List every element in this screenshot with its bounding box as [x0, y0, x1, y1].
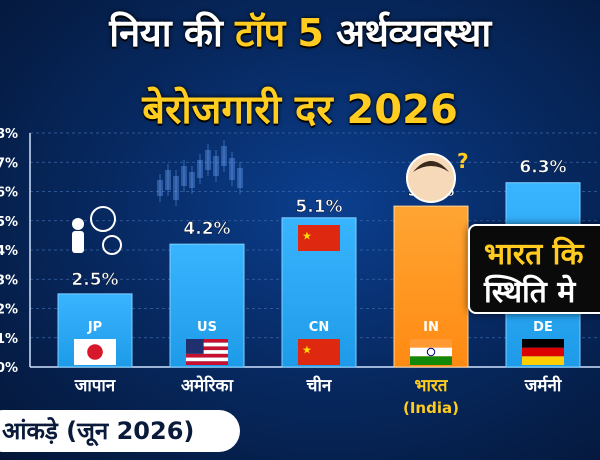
- data-label: 6.3%: [519, 158, 566, 178]
- y-tick-label: 0%: [0, 361, 18, 376]
- candlestick-body: [197, 160, 203, 178]
- candlestick-body: [205, 150, 211, 170]
- usa-flag: [186, 339, 228, 365]
- country-code: CN: [309, 320, 329, 335]
- x-tick-label: चीन: [306, 375, 332, 396]
- data-label: 2.5%: [71, 270, 118, 290]
- svg-text:★: ★: [302, 229, 312, 242]
- question-mark-icon: ?: [457, 149, 469, 173]
- candlestick-body: [157, 180, 163, 196]
- candlestick-body: [173, 176, 179, 200]
- x-tick-label: अमेरिका: [181, 375, 234, 396]
- candlestick-body: [221, 146, 227, 166]
- data-label: 5.1%: [295, 197, 342, 217]
- callout-line1: भारत कि: [484, 237, 584, 272]
- highlight-sublabel: (India): [403, 399, 459, 417]
- data-label: 4.2%: [183, 219, 230, 239]
- y-tick-label: 3%: [0, 273, 18, 288]
- y-tick-label: 7%: [0, 156, 18, 171]
- job-seeker-icon: [72, 218, 84, 230]
- y-tick-label: 8%: [0, 127, 18, 142]
- country-code: JP: [87, 320, 102, 335]
- y-tick-label: 6%: [0, 186, 18, 201]
- x-tick-label: जापान: [74, 376, 116, 396]
- y-tick-label: 1%: [0, 332, 18, 347]
- country-code: DE: [533, 320, 553, 335]
- x-tick-label: भारत: [415, 376, 449, 396]
- callout-line2: स्थिति मे: [484, 275, 576, 310]
- job-seeker-body: [72, 231, 84, 253]
- india-callout-box: भारत कि स्थिति मे: [468, 224, 600, 314]
- japan-flag: [74, 339, 116, 365]
- search-person-icon: [102, 235, 122, 255]
- candlestick-body: [237, 168, 243, 188]
- y-tick-label: 5%: [0, 215, 18, 230]
- candlestick-body: [213, 156, 219, 176]
- germany-flag: [522, 339, 564, 365]
- india-flag: [410, 339, 452, 365]
- source-badge: आंकड़े (जून 2026): [0, 410, 240, 452]
- y-tick-label: 2%: [0, 303, 18, 318]
- candlestick-body: [189, 172, 195, 188]
- y-tick-label: 4%: [0, 244, 18, 259]
- china-flag: ★: [298, 339, 340, 365]
- candlestick-body: [229, 158, 235, 180]
- candlestick-body: [181, 166, 187, 186]
- chart-title-line1: निया की टॉप 5 अर्थव्यवस्था: [109, 11, 491, 55]
- x-tick-label: जर्मनी: [524, 375, 562, 396]
- country-code: IN: [423, 320, 439, 335]
- svg-text:★: ★: [302, 343, 312, 356]
- candlestick-body: [165, 170, 171, 190]
- chart-title-line2: बेरोजगारी दर 2026: [142, 87, 458, 133]
- person-hair: [413, 161, 449, 172]
- china-flag: ★: [298, 225, 340, 251]
- magnifier-icon: [90, 206, 116, 232]
- country-code: US: [197, 320, 217, 335]
